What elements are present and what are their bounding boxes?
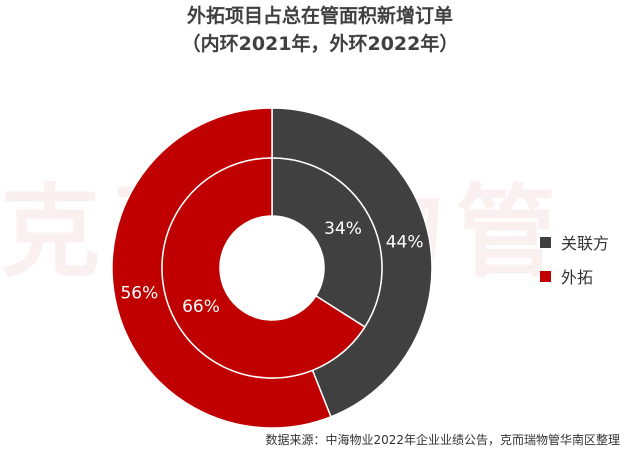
chart-subtitle: （内环2021年，外环2022年） [181, 33, 459, 55]
legend-swatch-related-party [540, 236, 551, 248]
chart-title-block: 外拓项目占总在管面积新增订单 （内环2021年，外环2022年） [0, 2, 640, 58]
legend-label-external: 外拓 [561, 268, 594, 287]
inner-ring-label-0: 34% [324, 219, 362, 239]
inner-ring-label-1: 66% [182, 297, 220, 317]
chart-title: 外拓项目占总在管面积新增订单 [186, 5, 453, 27]
outer-ring-label-1: 56% [120, 283, 158, 303]
legend-item-external: 外拓 [540, 259, 609, 293]
legend-item-related-party: 关联方 [540, 225, 609, 259]
legend-swatch-external [540, 270, 551, 282]
legend-label-related-party: 关联方 [561, 234, 610, 253]
outer-ring-label-0: 44% [386, 233, 424, 253]
donut-hole [220, 216, 324, 320]
chart-legend: 关联方 外拓 [540, 225, 609, 293]
source-note: 数据来源：中海物业2022年企业业绩公告，克而瑞物管华南区整理 [265, 433, 620, 447]
